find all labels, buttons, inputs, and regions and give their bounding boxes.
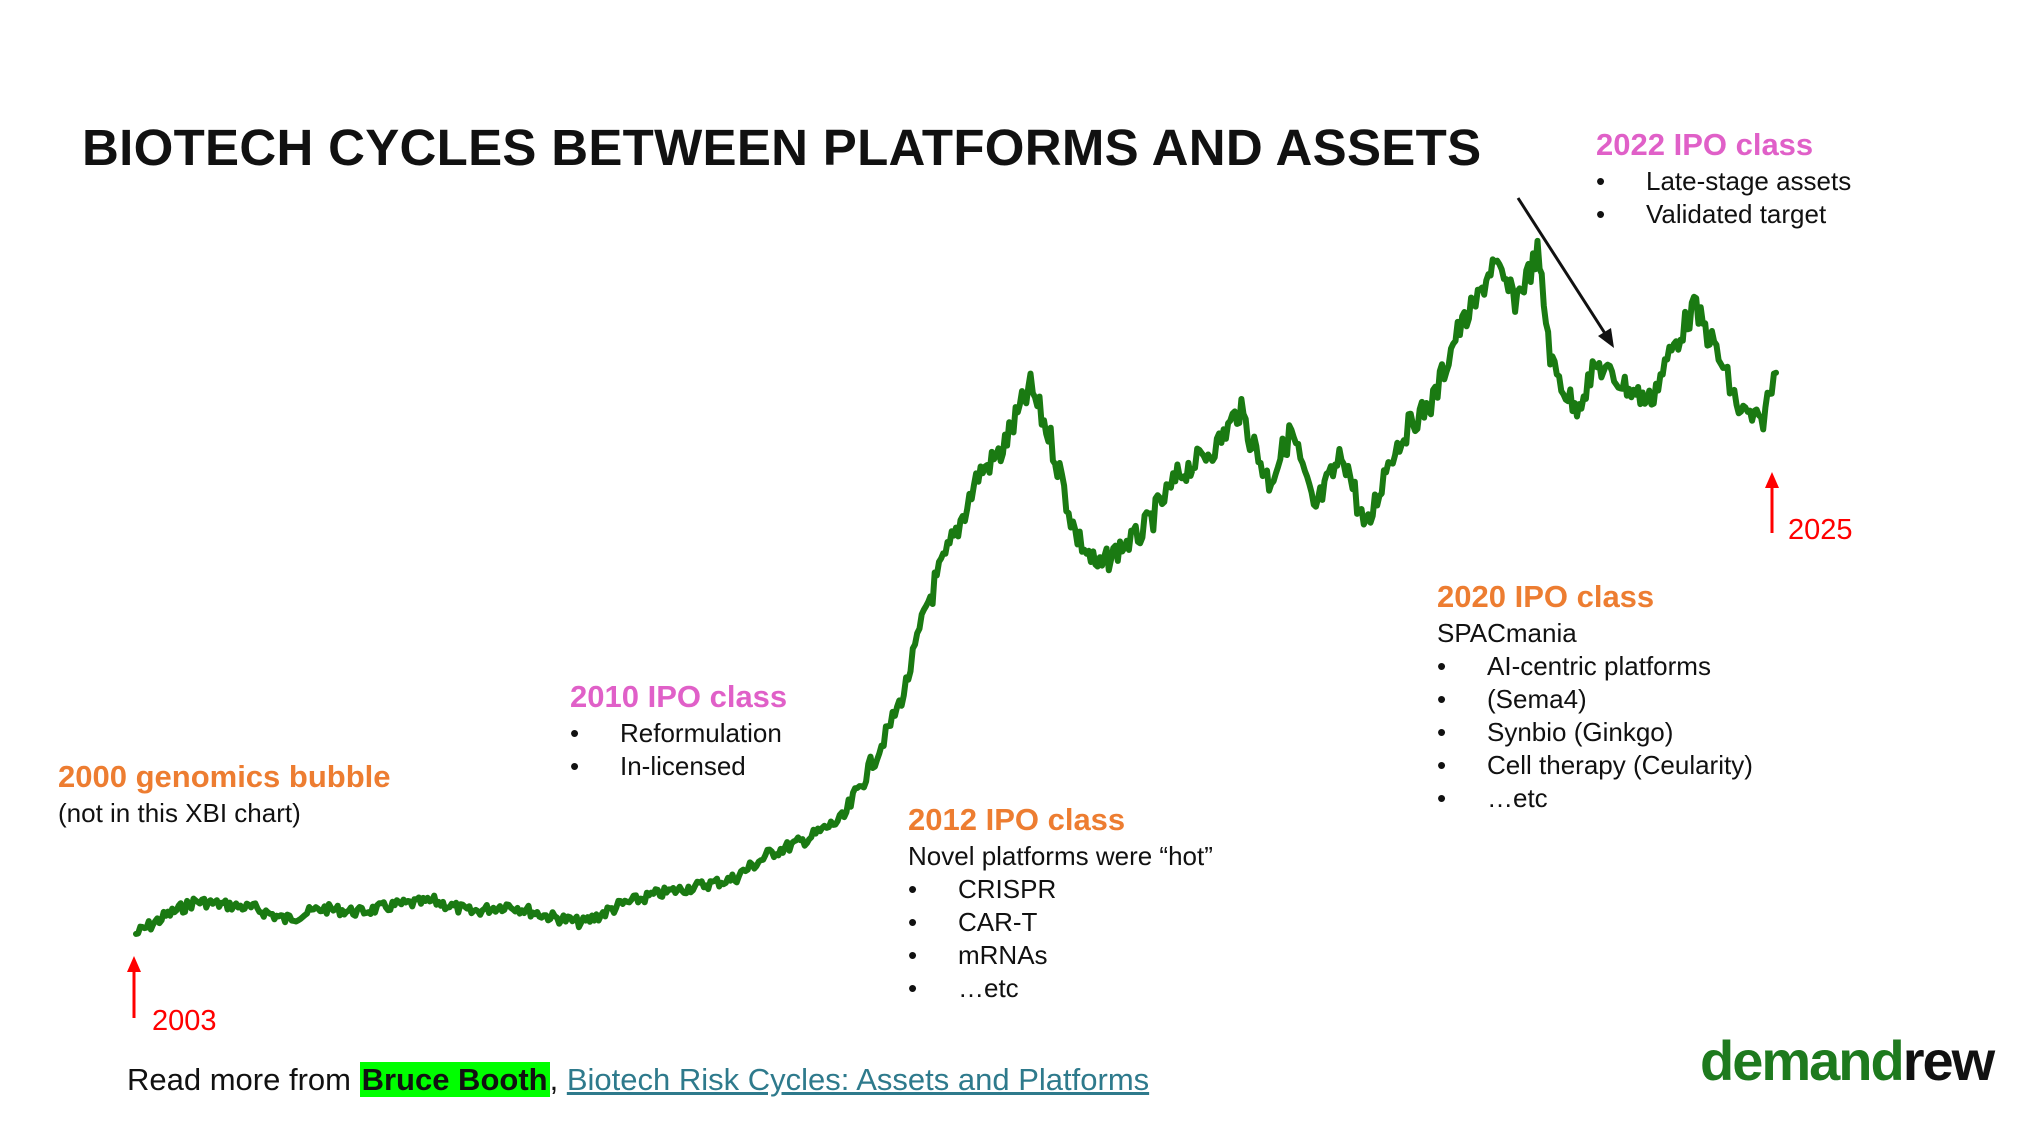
article-link[interactable]: Biotech Risk Cycles: Assets and Platform…: [566, 1062, 1150, 1097]
annotation-ipo-2012: 2012 IPO class Novel platforms were “hot…: [908, 800, 1213, 1005]
ipo-2012-list: CRISPR CAR-T mRNAs …etc: [908, 873, 1213, 1005]
footer-prefix: Read more from: [127, 1062, 360, 1097]
ipo-2012-heading: 2012 IPO class: [908, 802, 1126, 837]
start-year-label: 2003: [152, 1005, 217, 1037]
list-item: Late-stage assets: [1596, 165, 1851, 198]
ipo-2022-list: Late-stage assets Validated target: [1596, 165, 1851, 231]
footer-read-more: Read more from Bruce Booth, Biotech Risk…: [127, 1062, 1149, 1098]
footer-separator: ,: [549, 1062, 567, 1097]
demandrew-logo: demandrew: [1700, 1028, 1995, 1093]
ipo-2020-list: AI-centric platforms (Sema4) Synbio (Gin…: [1437, 650, 1753, 815]
annotation-ipo-2020: 2020 IPO class SPACmania AI-centric plat…: [1437, 577, 1753, 815]
list-item: In-licensed: [570, 750, 787, 783]
xbi-price-line: [133, 237, 1779, 937]
list-item: (Sema4): [1437, 683, 1753, 716]
list-item: CRISPR: [908, 873, 1213, 906]
list-item: mRNAs: [908, 939, 1213, 972]
genomics-heading: 2000 genomics bubble: [58, 759, 391, 794]
ipo-2010-heading: 2010 IPO class: [570, 679, 788, 714]
list-item: Validated target: [1596, 198, 1851, 231]
end-arrow: [1765, 472, 1779, 533]
annotation-ipo-2010: 2010 IPO class Reformulation In-licensed: [570, 677, 787, 783]
list-item: Cell therapy (Ceularity): [1437, 749, 1753, 782]
list-item: CAR-T: [908, 906, 1213, 939]
ipo-2020-heading: 2020 IPO class: [1437, 579, 1655, 614]
annotation-ipo-2022: 2022 IPO class Late-stage assets Validat…: [1596, 125, 1851, 231]
ipo-2022-heading: 2022 IPO class: [1596, 127, 1814, 162]
ipo-2022-pointer-arrow: [1516, 197, 1614, 348]
list-item: …etc: [1437, 782, 1753, 815]
logo-part-demand: demand: [1700, 1029, 1905, 1092]
end-year-label: 2025: [1788, 514, 1853, 546]
annotation-genomics-bubble: 2000 genomics bubble (not in this XBI ch…: [58, 757, 391, 830]
list-item: Reformulation: [570, 717, 787, 750]
page-title: BIOTECH CYCLES BETWEEN PLATFORMS AND ASS…: [82, 119, 1482, 176]
ipo-2012-subtitle: Novel platforms were “hot”: [908, 841, 1213, 871]
start-arrow: [127, 956, 141, 1018]
ipo-2020-subtitle: SPACmania: [1437, 618, 1577, 648]
list-item: …etc: [908, 972, 1213, 1005]
author-highlight: Bruce Booth: [359, 1062, 550, 1097]
genomics-subtitle: (not in this XBI chart): [58, 798, 301, 828]
ipo-2010-list: Reformulation In-licensed: [570, 717, 787, 783]
list-item: AI-centric platforms: [1437, 650, 1753, 683]
logo-part-rew: rew: [1902, 1029, 1995, 1092]
list-item: Synbio (Ginkgo): [1437, 716, 1753, 749]
